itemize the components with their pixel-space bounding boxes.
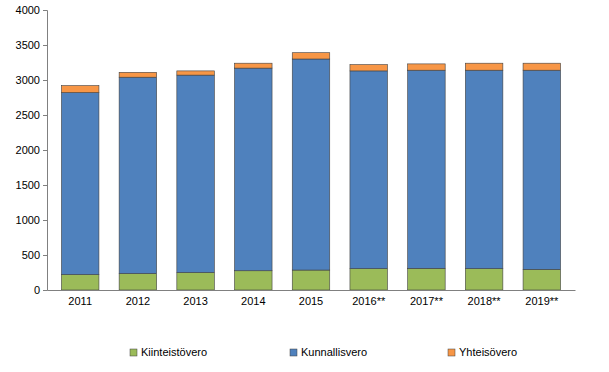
x-tick-label: 2014 <box>241 295 265 307</box>
x-axis: 2011 2012 2013 2014 2015 2016** 2017** 2018** 20… <box>48 290 576 307</box>
legend-swatch <box>448 349 455 356</box>
bar-segment <box>350 65 388 71</box>
y-tick-mark <box>43 290 47 291</box>
bar-segment <box>119 77 157 273</box>
y-tick-mark <box>43 45 47 46</box>
y-axis: 0 500 1000 1500 2000 2500 3000 3500 4000 <box>16 4 48 296</box>
bars <box>61 53 560 290</box>
y-tick-mark <box>43 255 47 256</box>
x-tick: 2015 <box>299 290 323 307</box>
x-tick-label: 2015 <box>299 295 323 307</box>
bar-segment <box>235 63 273 68</box>
y-tick-label: 1000 <box>16 214 40 226</box>
bar-segment <box>465 70 503 268</box>
y-tick-label: 2500 <box>16 109 40 121</box>
x-tick-label: 2017** <box>410 295 444 307</box>
x-tick: 2012 <box>126 290 150 307</box>
y-tick-label: 0 <box>34 284 40 296</box>
x-axis-line <box>48 290 576 291</box>
y-tick: 1500 <box>16 179 47 191</box>
bar-segment <box>465 63 503 70</box>
y-tick-label: 1500 <box>16 179 40 191</box>
bar-segment <box>61 86 99 93</box>
x-tick: 2016** <box>352 290 386 307</box>
x-tick-label: 2018** <box>468 295 502 307</box>
legend-swatch <box>290 349 297 356</box>
y-tick: 2000 <box>16 144 47 156</box>
bar-segment <box>523 269 561 290</box>
y-tick-label: 3000 <box>16 74 40 86</box>
y-axis-line <box>43 11 48 291</box>
y-tick-mark <box>43 220 47 221</box>
bar-segment <box>177 273 215 291</box>
y-tick: 500 <box>22 249 47 261</box>
y-tick-label: 500 <box>22 249 40 261</box>
y-tick-mark <box>43 115 47 116</box>
y-tick: 0 <box>34 284 47 296</box>
legend-swatch <box>130 349 137 356</box>
legend-label: Kunnallisvero <box>301 346 367 358</box>
legend-label: Yhteisövero <box>459 346 517 358</box>
bar-segment <box>177 71 215 75</box>
x-tick: 2019** <box>525 290 559 307</box>
y-tick: 4000 <box>16 4 47 16</box>
y-tick: 1000 <box>16 214 47 226</box>
legend-label: Kiinteistövero <box>141 346 207 358</box>
bar-segment <box>408 70 446 268</box>
x-tick-label: 2012 <box>126 295 150 307</box>
x-tick: 2017** <box>410 290 444 307</box>
bar-segment <box>292 53 330 59</box>
y-tick-label: 3500 <box>16 39 40 51</box>
x-tick: 2018** <box>468 290 502 307</box>
chart: 0 500 1000 1500 2000 2500 3000 3500 4000 2011 2012… <box>0 0 609 372</box>
bar-segment <box>177 75 215 272</box>
bar-segment <box>523 63 561 70</box>
bar-segment <box>119 72 157 77</box>
x-tick-label: 2011 <box>68 295 92 307</box>
bar-segment <box>350 269 388 290</box>
legend: Kiinteistövero Kunnallisvero Yhteisövero <box>130 346 517 358</box>
x-tick-label: 2016** <box>352 295 386 307</box>
y-tick-mark <box>43 185 47 186</box>
bar-segment <box>465 269 503 290</box>
y-tick-label: 4000 <box>16 4 40 16</box>
bar-segment <box>408 268 446 290</box>
y-tick: 3000 <box>16 74 47 86</box>
bar-segment <box>292 59 330 270</box>
bar-segment <box>235 271 273 290</box>
x-tick: 2011 <box>68 290 92 307</box>
x-tick-label: 2013 <box>183 295 207 307</box>
bar-segment <box>350 71 388 269</box>
x-tick: 2014 <box>241 290 265 307</box>
y-tick-mark <box>43 10 47 11</box>
y-tick-label: 2000 <box>16 144 40 156</box>
y-tick-mark <box>43 80 47 81</box>
y-tick-mark <box>43 150 47 151</box>
bar-segment <box>61 275 99 290</box>
bar-segment <box>292 270 330 290</box>
bar-segment <box>119 274 157 290</box>
bar-segment <box>408 64 446 70</box>
y-tick: 3500 <box>16 39 47 51</box>
x-tick-label: 2019** <box>525 295 559 307</box>
y-tick: 2500 <box>16 109 47 121</box>
bar-segment <box>235 68 273 271</box>
bar-segment <box>523 70 561 269</box>
x-tick: 2013 <box>183 290 207 307</box>
bar-segment <box>61 93 99 275</box>
